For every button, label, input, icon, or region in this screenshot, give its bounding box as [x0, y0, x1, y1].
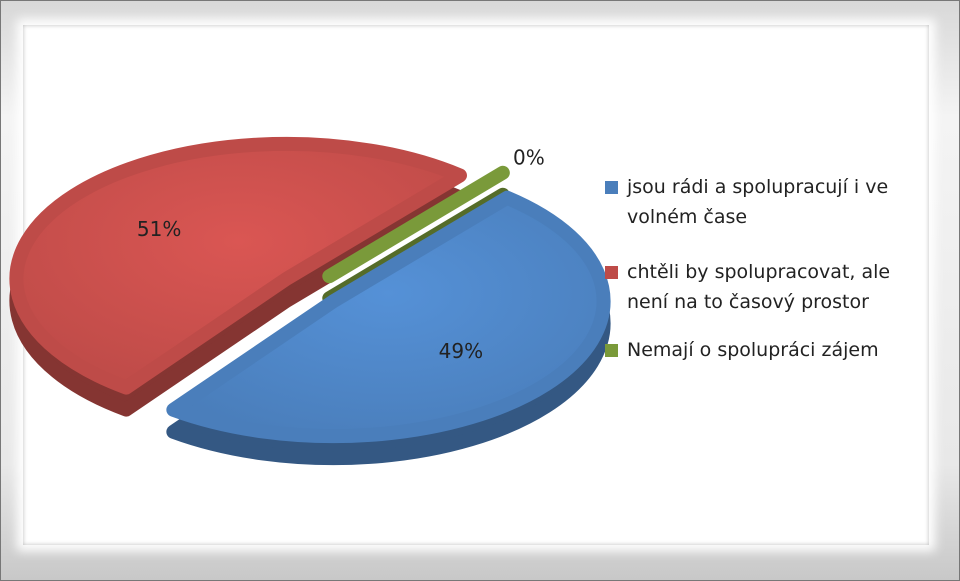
- legend-item: jsou rádi a spolupracují i ve volném čas…: [605, 172, 935, 232]
- data-label: 51%: [137, 217, 181, 241]
- data-label: 0%: [513, 145, 545, 169]
- legend-swatch: [605, 266, 618, 279]
- legend-label: chtěli by spolupracovat, ale není na to …: [627, 261, 891, 313]
- legend-item: chtěli by spolupracovat, ale není na to …: [605, 257, 935, 317]
- legend-item: Nemají o spolupráci zájem: [605, 335, 935, 365]
- slice: [166, 190, 611, 444]
- legend-label: Nemají o spolupráci zájem: [627, 339, 879, 361]
- data-label: 49%: [439, 339, 483, 363]
- legend-label: jsou rádi a spolupracují i ve volném čas…: [627, 176, 889, 228]
- slice: [322, 165, 510, 284]
- legend: jsou rádi a spolupracují i ve volném čas…: [605, 172, 935, 365]
- slice: [9, 136, 467, 395]
- legend-swatch: [605, 181, 618, 194]
- legend-swatch: [605, 344, 618, 357]
